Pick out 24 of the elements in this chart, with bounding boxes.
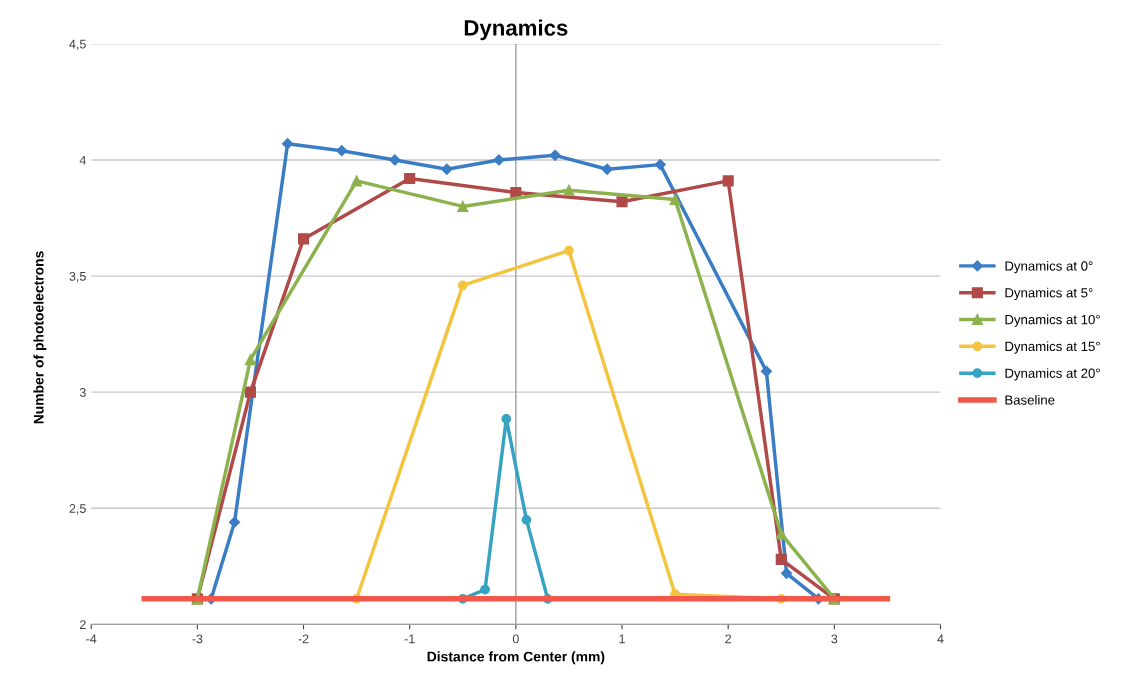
legend-label: Dynamics at 10° [1005, 314, 1100, 327]
x-tick-label: -1 [404, 634, 415, 644]
x-tick-label: -3 [192, 634, 203, 644]
y-tick-label: 4 [79, 155, 86, 165]
x-tick-label: 3 [831, 634, 838, 644]
chart-title: Dynamics [464, 19, 568, 41]
x-tick-label: 0 [512, 634, 519, 644]
x-tick-label: 4 [937, 634, 944, 644]
legend-label: Dynamics at 15° [1005, 341, 1100, 354]
x-tick-label: 1 [619, 634, 625, 644]
x-tick-label: -4 [86, 634, 97, 644]
y-tick-label: 3 [79, 387, 86, 397]
x-tick-label: -2 [298, 634, 309, 644]
y-tick-label: 3,5 [69, 271, 86, 283]
y-axis-title: Number of photoelectrons [33, 251, 47, 424]
legend-label: Dynamics at 5° [1005, 287, 1093, 301]
legend-label: Baseline [1005, 395, 1055, 405]
y-tick-label: 2,5 [69, 504, 86, 515]
x-tick-label: 2 [725, 634, 732, 644]
y-tick-label: 4,5 [69, 39, 86, 50]
legend-label: Dynamics at 20° [1005, 368, 1100, 381]
legend-label: Dynamics at 0° [1005, 260, 1093, 274]
x-axis-title: Distance from Center (mm) [427, 651, 605, 665]
y-tick-label: 2 [80, 620, 86, 629]
